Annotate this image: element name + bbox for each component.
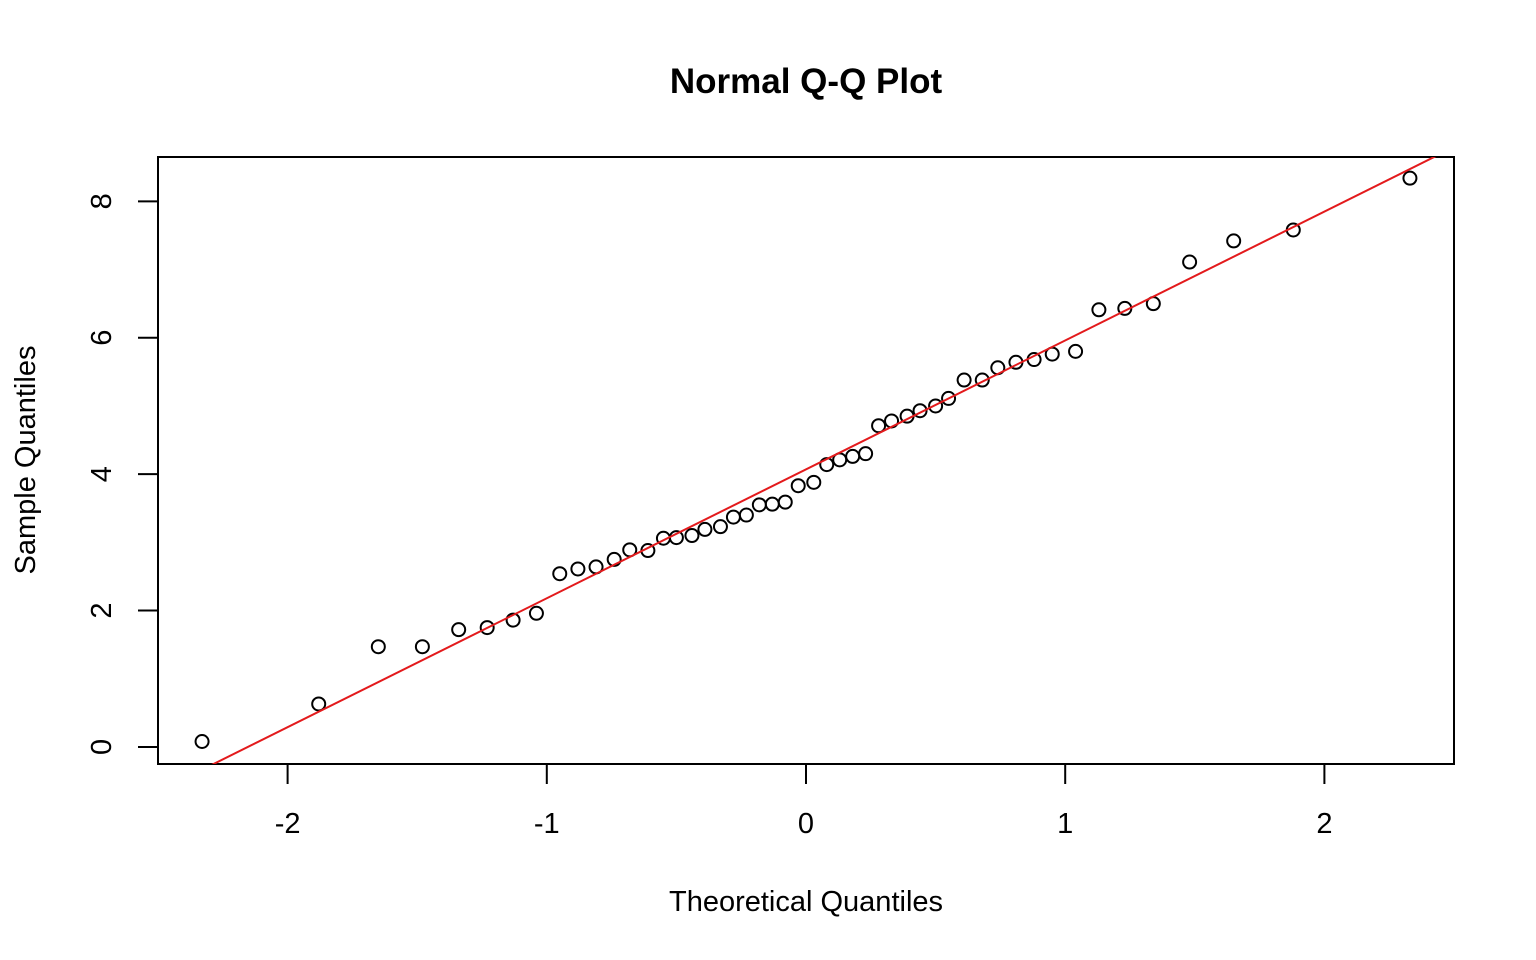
qq-point [697, 521, 713, 537]
x-axis: -2 -1 0 1 2 [275, 763, 1332, 840]
qq-point [606, 551, 622, 567]
qq-point [451, 622, 467, 638]
qq-point [528, 605, 544, 621]
qq-point [751, 497, 767, 513]
x-axis-label: Theoretical Quantiles [669, 886, 943, 918]
qq-point [777, 494, 793, 510]
qq-point [974, 372, 990, 388]
x-tick-label: -1 [534, 808, 560, 840]
x-tick-label: 0 [798, 808, 814, 840]
data-points [194, 170, 1418, 749]
y-tick-label: 2 [86, 602, 118, 618]
qq-point [725, 509, 741, 525]
y-tick-label: 4 [86, 466, 118, 482]
qq-point [311, 696, 327, 712]
qq-point [928, 398, 944, 414]
qq-point [1226, 233, 1242, 249]
qq-point [370, 639, 386, 655]
x-tick-label: 1 [1057, 808, 1073, 840]
qq-point [1091, 302, 1107, 318]
x-tick-label: 2 [1316, 808, 1332, 840]
qq-point [684, 528, 700, 544]
qq-point [505, 612, 521, 628]
y-axis: 0 2 4 6 8 [86, 193, 159, 755]
qq-point [1068, 343, 1084, 359]
qq-point [1402, 170, 1418, 186]
qq-point [738, 507, 754, 523]
y-tick-label: 6 [86, 330, 118, 346]
x-tick-label: -2 [275, 808, 301, 840]
qq-point [912, 403, 928, 419]
y-tick-label: 0 [86, 739, 118, 755]
y-tick-label: 8 [86, 193, 118, 209]
qq-point [858, 446, 874, 462]
qq-point [479, 620, 495, 636]
plot-frame [157, 156, 1455, 765]
qq-point [956, 372, 972, 388]
qq-point [764, 496, 780, 512]
y-axis-label: Sample Quantiles [10, 346, 42, 575]
qq-point [790, 478, 806, 494]
chart-title: Normal Q-Q Plot [670, 62, 943, 101]
qq-point [806, 474, 822, 490]
qq-point [941, 390, 957, 406]
qq-point [414, 639, 430, 655]
qq-point [1182, 254, 1198, 270]
qq-point [552, 566, 568, 582]
qq-point [845, 448, 861, 464]
qq-point [570, 561, 586, 577]
reference-line [211, 157, 1437, 764]
qq-point [712, 519, 728, 535]
qq-point [194, 733, 210, 749]
